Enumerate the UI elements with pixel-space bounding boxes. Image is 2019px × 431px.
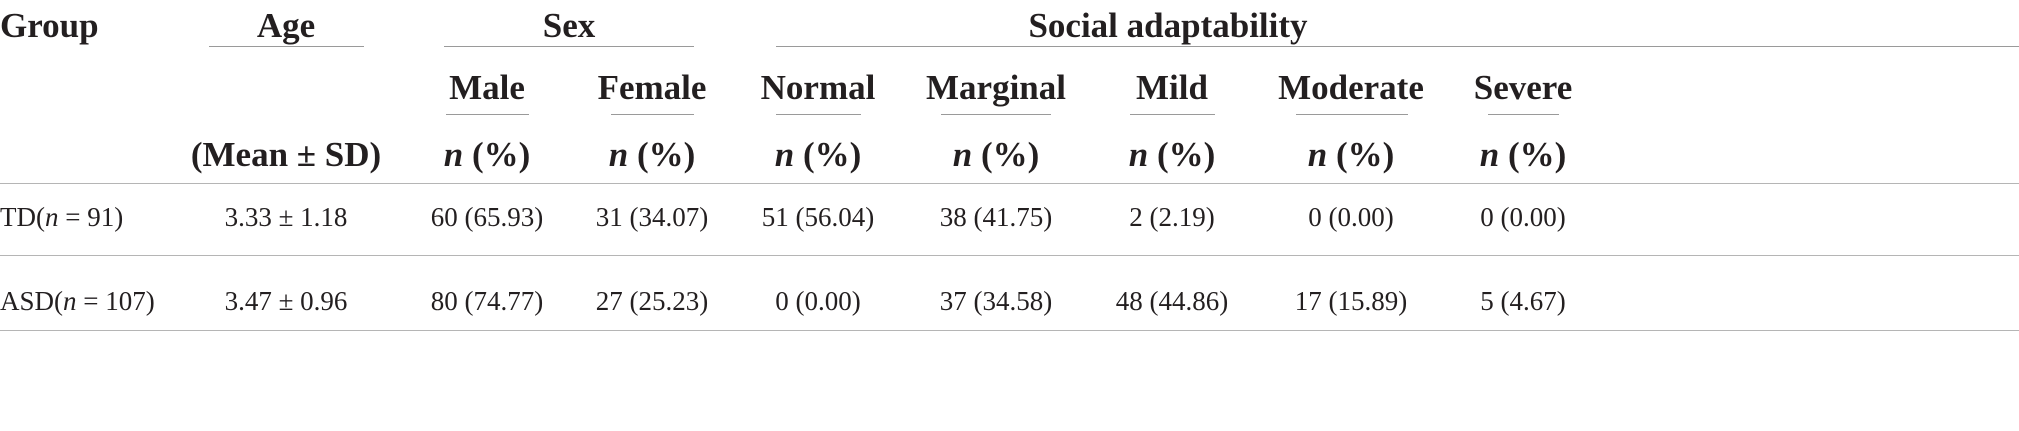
female-n-pct: n (%)	[609, 137, 696, 172]
group-suffix: = 91)	[58, 202, 124, 232]
pct-label: (%)	[1335, 135, 1395, 174]
n-symbol: n	[1307, 135, 1328, 174]
severe-n-pct: n (%)	[1480, 137, 1567, 172]
row-asd-age: 3.47 ± 0.96	[224, 286, 348, 316]
row-td-moderate: 0 (0.00)	[1308, 202, 1394, 232]
row-td-severe: 0 (0.00)	[1480, 202, 1566, 232]
row-asd-female: 27 (25.23)	[595, 286, 709, 316]
pct-label: (%)	[471, 135, 531, 174]
col-moderate: Moderate	[1278, 68, 1424, 107]
row-asd-mild: 48 (44.86)	[1115, 286, 1229, 316]
n-symbol: n	[1128, 135, 1149, 174]
pct-label: (%)	[1507, 135, 1567, 174]
n-symbol: n	[608, 135, 629, 174]
sex-header: Sex	[542, 6, 596, 45]
row-rule	[0, 255, 2019, 256]
mild-n-pct: n (%)	[1129, 137, 1216, 172]
col-normal: Normal	[760, 68, 876, 107]
row-asd-severe: 5 (4.67)	[1480, 286, 1566, 316]
n-symbol: n	[44, 202, 59, 232]
row-td-male: 60 (65.93)	[430, 202, 544, 232]
row-asd-normal: 0 (0.00)	[775, 286, 861, 316]
group-suffix: = 107)	[76, 286, 155, 316]
col-mild: Mild	[1136, 68, 1208, 107]
n-symbol: n	[952, 135, 973, 174]
pct-label: (%)	[802, 135, 862, 174]
normal-n-pct: n (%)	[775, 137, 862, 172]
bottom-rule	[0, 330, 2019, 331]
marginal-n-pct: n (%)	[953, 137, 1040, 172]
row-asd-group: ASD(n = 107)	[0, 288, 155, 315]
age-header-underline	[209, 46, 364, 47]
row-td-group: TD(n = 91)	[0, 204, 123, 231]
marginal-underline	[941, 114, 1051, 115]
header-rule	[0, 183, 2019, 184]
row-asd-moderate: 17 (15.89)	[1294, 286, 1408, 316]
pct-label: (%)	[980, 135, 1040, 174]
row-asd-male: 80 (74.77)	[430, 286, 544, 316]
social-header-underline	[776, 46, 2019, 47]
age-header: Age	[256, 6, 316, 45]
mild-underline	[1130, 114, 1215, 115]
group-header: Group	[0, 6, 99, 45]
group-prefix: TD(	[0, 202, 45, 232]
row-td-normal: 51 (56.04)	[761, 202, 875, 232]
row-td-female: 31 (34.07)	[595, 202, 709, 232]
n-symbol: n	[1479, 135, 1500, 174]
n-symbol: n	[774, 135, 795, 174]
male-underline	[446, 114, 529, 115]
row-td-age: 3.33 ± 1.18	[224, 202, 348, 232]
row-td-mild: 2 (2.19)	[1129, 202, 1215, 232]
severe-underline	[1488, 114, 1559, 115]
pct-label: (%)	[636, 135, 696, 174]
col-female: Female	[597, 68, 707, 107]
n-symbol: n	[63, 286, 77, 316]
pct-label: (%)	[1156, 135, 1216, 174]
col-male: Male	[449, 68, 525, 107]
group-prefix: ASD(	[0, 286, 64, 316]
male-n-pct: n (%)	[444, 137, 531, 172]
moderate-n-pct: n (%)	[1308, 137, 1395, 172]
sex-header-underline	[444, 46, 694, 47]
age-subheader: (Mean ± SD)	[190, 135, 382, 174]
col-marginal: Marginal	[926, 68, 1066, 107]
col-severe: Severe	[1473, 68, 1573, 107]
female-underline	[611, 114, 694, 115]
normal-underline	[776, 114, 861, 115]
row-td-marginal: 38 (41.75)	[939, 202, 1053, 232]
moderate-underline	[1296, 114, 1408, 115]
row-asd-marginal: 37 (34.58)	[939, 286, 1053, 316]
n-symbol: n	[443, 135, 464, 174]
social-adaptability-header: Social adaptability	[1028, 6, 1308, 45]
